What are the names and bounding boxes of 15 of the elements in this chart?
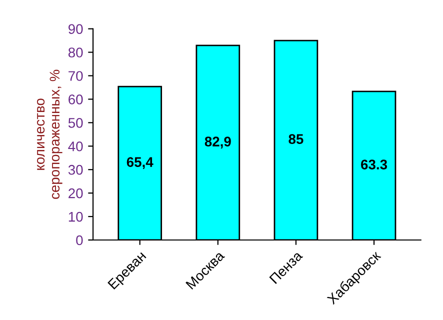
y-tick-label: 30 [68,164,83,175]
data-label: 82,9 [204,136,231,148]
y-tick-label: 70 [68,71,83,81]
data-label: 63.3 [361,160,388,170]
data-label: 85 [288,134,304,144]
y-tick-label: 50 [68,118,83,128]
y-tick-label: 10 [68,212,83,222]
y-tick-label: 80 [68,48,83,58]
y-axis-title: количество серопораженных, % [36,70,62,199]
y-tick-label: 20 [68,188,83,198]
y-tick-label: 0 [76,235,83,246]
y-tick-label: 40 [68,141,83,152]
data-label: 65,4 [126,157,154,170]
y-tick-label: 60 [68,94,83,104]
y-tick-label: 90 [68,24,83,34]
